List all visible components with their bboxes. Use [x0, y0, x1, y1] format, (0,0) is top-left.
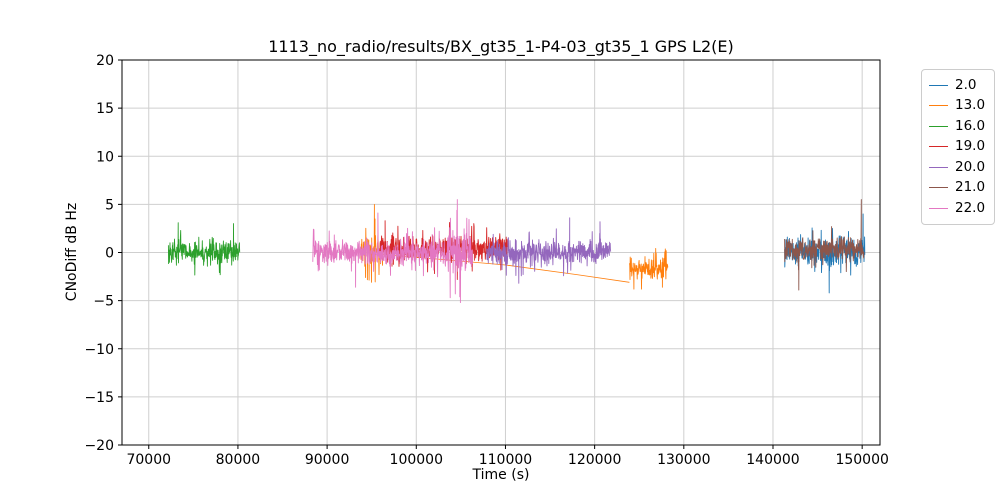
x-tick-label: 90000 — [305, 452, 350, 468]
legend-label: 22.0 — [955, 199, 986, 216]
series-line-13.0 — [628, 248, 669, 290]
legend-entry: 2.0 — [929, 75, 990, 96]
legend-entry: 13.0 — [929, 96, 990, 117]
chart-title: 1113_no_radio/results/BX_gt35_1-P4-03_gt… — [268, 37, 734, 56]
x-tick-label: 130000 — [657, 452, 710, 468]
legend-label: 13.0 — [955, 97, 986, 113]
y-tick-label: 20 — [96, 53, 114, 69]
series-line-13.0 — [383, 254, 630, 283]
y-tick-label: 5 — [105, 197, 114, 213]
y-tick-label: −15 — [84, 390, 114, 406]
legend-line-swatch — [929, 105, 948, 107]
y-tick-label: 10 — [96, 149, 114, 165]
x-tick-label: 70000 — [126, 452, 171, 468]
series-line-22.0 — [312, 212, 448, 288]
y-tick-label: −10 — [84, 342, 114, 358]
y-tick-label: 0 — [105, 246, 114, 262]
legend-line-swatch — [929, 207, 948, 209]
legend-entry: 20.0 — [929, 157, 990, 178]
series-line-19.0 — [379, 220, 508, 280]
legend-label: 2.0 — [955, 76, 977, 93]
x-tick-label: 120000 — [568, 452, 621, 468]
x-tick-label: 140000 — [746, 452, 799, 468]
legend-label: 16.0 — [955, 117, 986, 134]
y-tick-label: −20 — [84, 438, 114, 454]
x-tick-label: 80000 — [216, 452, 261, 468]
legend-line-swatch — [929, 166, 948, 168]
legend-label: 19.0 — [955, 138, 986, 154]
series-line-20.0 — [486, 217, 612, 284]
series-line-22.0 — [447, 199, 473, 304]
y-tick-label: −5 — [93, 294, 114, 310]
x-axis-label: Time (s) — [472, 467, 530, 483]
y-tick-label: 15 — [96, 101, 114, 117]
x-tick-label: 150000 — [835, 452, 888, 468]
series-line-16.0 — [167, 222, 241, 276]
legend-entry: 16.0 — [929, 116, 990, 137]
legend-label: 21.0 — [955, 179, 986, 195]
legend-entry: 19.0 — [929, 137, 990, 158]
legend-label: 20.0 — [955, 158, 986, 175]
legend-line-swatch — [929, 125, 948, 127]
legend-line-swatch — [929, 187, 948, 189]
legend-entry: 22.0 — [929, 198, 990, 219]
legend-line-swatch — [929, 146, 948, 148]
x-tick-label: 110000 — [479, 452, 532, 468]
legend-entry: 21.0 — [929, 178, 990, 199]
legend-line-swatch — [929, 84, 948, 86]
legend: 2.0 13.0 16.0 19.0 20.0 21.0 22.0 — [921, 69, 995, 225]
x-tick-label: 100000 — [390, 452, 443, 468]
series-line-21.0 — [784, 199, 865, 291]
